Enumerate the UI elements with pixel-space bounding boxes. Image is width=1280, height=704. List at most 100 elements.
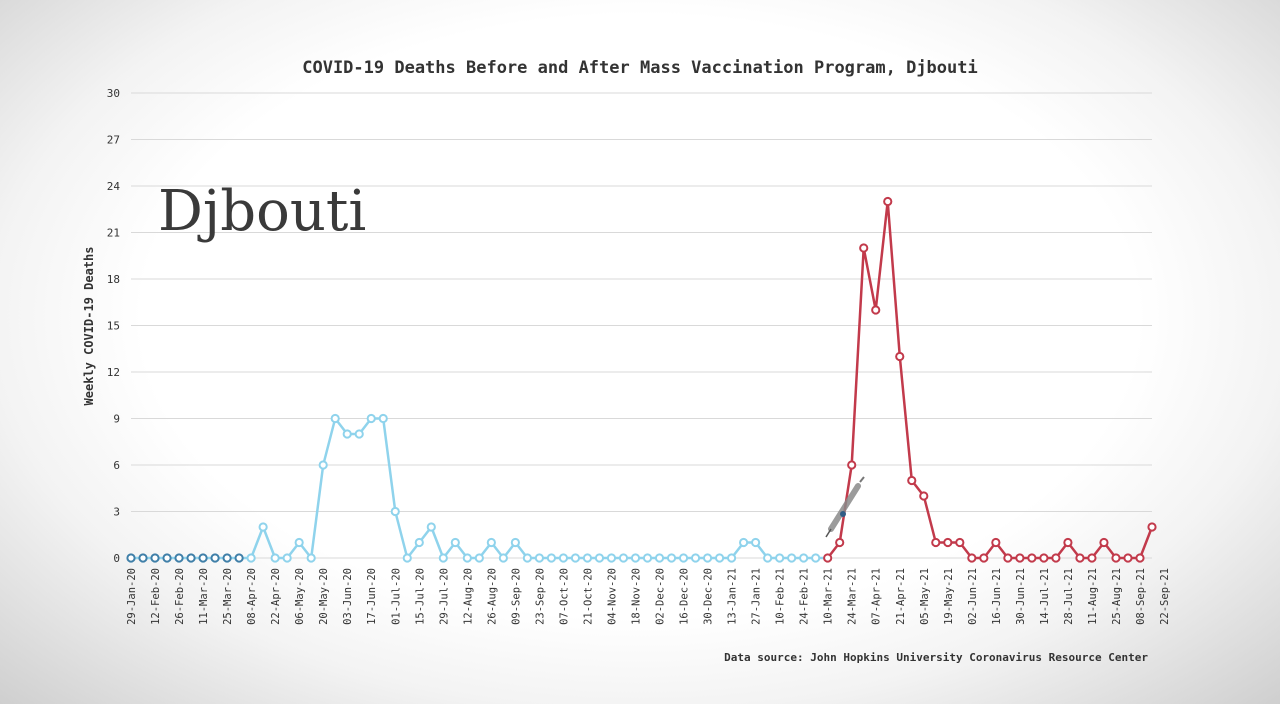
x-tick-label: 12-Aug-20 [462,568,474,625]
data-point [570,553,581,563]
x-tick-label: 15-Jul-20 [414,568,426,625]
x-tick-label: 03-Jun-20 [342,568,354,625]
data-point [1015,553,1025,563]
y-tick-label: 9 [113,413,120,426]
data-point [726,553,737,563]
data-point [474,553,484,563]
chart-title: COVID-19 Deaths Before and After Mass Va… [302,58,978,78]
x-tick-label: 21-Apr-21 [895,568,907,625]
x-tick-label: 28-Jul-21 [1063,568,1075,625]
data-point [558,553,569,563]
data-point [498,553,508,563]
x-tick-label: 26-Feb-20 [174,568,186,625]
x-tick-label: 16-Jun-21 [991,568,1003,625]
data-point [534,553,545,563]
x-tick-label: 29-Jan-20 [126,568,138,625]
data-point [1063,537,1073,548]
data-point [606,553,617,563]
data-point [835,537,845,548]
series-lines [131,200,1154,560]
data-point [234,553,244,563]
x-tick-label: 17-Jun-20 [366,568,378,625]
data-point [799,553,809,563]
data-point [1039,553,1049,563]
y-tick-label: 12 [107,366,120,379]
data-point [714,553,725,563]
x-tick-label: 04-Nov-20 [606,568,618,625]
data-point [1111,553,1121,563]
data-point [919,491,929,501]
x-tick-label: 18-Nov-20 [630,568,642,625]
data-source-note: Data source: John Hopkins University Cor… [724,651,1148,664]
x-tick-label: 10-Feb-21 [775,568,787,625]
data-point [630,553,641,563]
data-point [1147,522,1157,532]
x-tick-label: 30-Jun-21 [1015,568,1027,625]
x-tick-label: 22-Sep-21 [1159,568,1171,625]
x-tick-label: 25-Aug-21 [1111,568,1123,625]
x-tick-label: 23-Sep-20 [534,568,546,625]
data-point [354,429,364,439]
y-tick-label: 6 [113,459,120,472]
data-point [318,460,328,470]
data-point [510,537,520,548]
data-point [1123,553,1133,563]
data-point [462,553,472,563]
data-point [751,537,761,548]
data-point [414,537,424,548]
data-point [270,553,280,563]
data-point [811,553,821,563]
data-point [1099,537,1109,548]
data-point [739,537,749,548]
data-point [402,553,412,563]
data-point [258,522,268,532]
y-axis-label: Weekly COVID-19 Deaths [82,247,96,406]
series-line-after [826,200,1154,560]
x-tick-label: 16-Dec-20 [679,568,691,625]
x-tick-label: 14-Jul-21 [1039,568,1051,625]
data-point [859,243,869,253]
data-point [246,553,256,563]
y-tick-labels: 0 3 6 9 12 15 18 21 24 27 30 [107,87,121,565]
data-point [1003,553,1013,563]
data-point [186,553,196,563]
y-tick-label: 18 [107,273,120,286]
data-point [438,553,448,563]
data-point [1027,553,1037,563]
y-tick-label: 24 [107,180,121,193]
x-tick-label: 07-Oct-20 [558,568,570,625]
x-tick-label: 11-Mar-20 [198,568,210,625]
data-point [486,537,496,548]
data-point [582,553,593,563]
x-tick-label: 02-Jun-21 [967,568,979,625]
y-tick-label: 0 [113,552,120,565]
data-point [522,553,532,563]
data-point [618,553,629,563]
x-tick-label: 11-Aug-21 [1087,568,1099,625]
y-tick-label: 15 [107,320,120,333]
y-tick-label: 3 [113,506,120,519]
data-point [294,537,304,548]
x-tick-label: 08-Apr-20 [246,568,258,625]
data-point [654,553,665,563]
data-point [390,506,400,517]
y-tick-label: 27 [107,134,120,147]
data-point [222,553,232,563]
x-tick-label: 30-Dec-20 [703,568,715,625]
data-point [306,553,316,563]
x-tick-label: 24-Feb-21 [799,568,811,625]
x-tick-labels: 29-Jan-20 12-Feb-20 26-Feb-20 11-Mar-20 25-M… [126,568,1171,625]
data-point [871,305,881,315]
data-point [702,553,713,563]
data-point [162,553,172,563]
data-point [546,553,557,563]
x-tick-label: 08-Sep-21 [1135,568,1147,625]
x-tick-label: 12-Feb-20 [150,568,162,625]
data-point [931,537,941,548]
y-tick-label: 21 [107,227,120,240]
x-tick-label: 29-Jul-20 [438,568,450,625]
data-point [282,553,292,563]
x-tick-label: 19-May-21 [943,568,955,625]
